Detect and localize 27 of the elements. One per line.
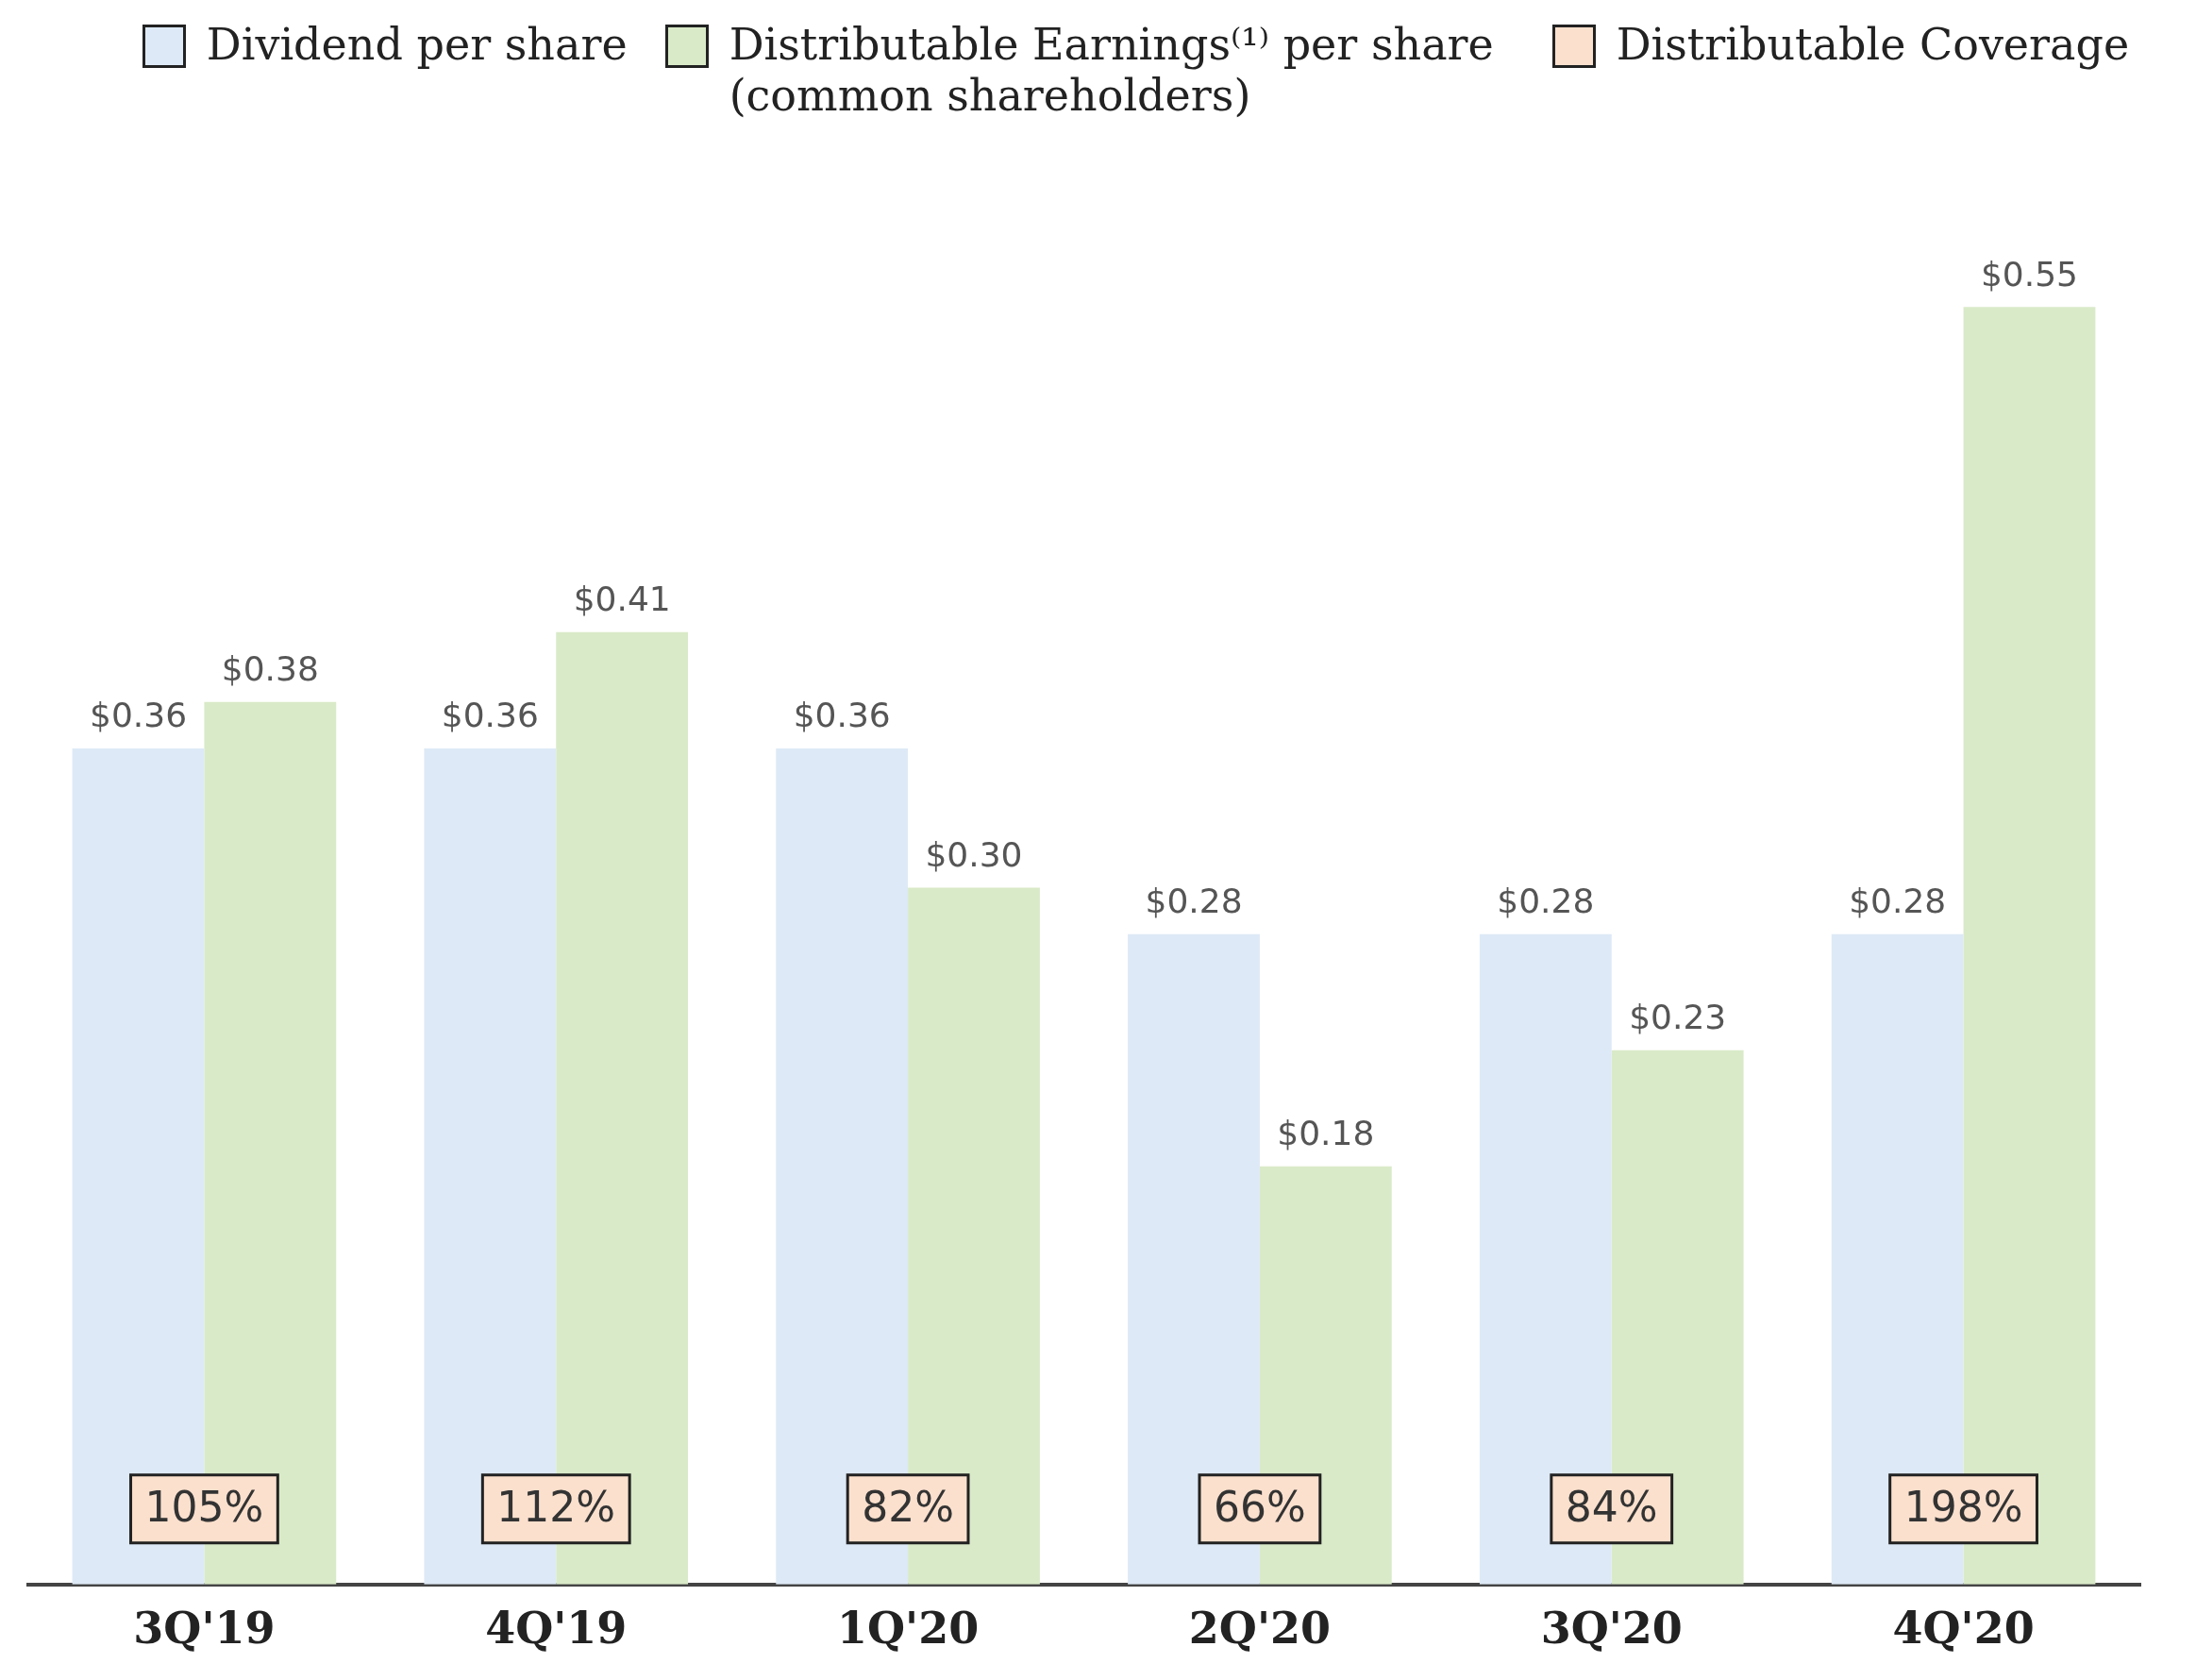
data-label: $0.28: [1497, 882, 1595, 921]
data-label: $0.36: [89, 696, 188, 735]
data-label: $0.36: [441, 696, 539, 735]
annotation: 66%: [1214, 1483, 1306, 1532]
annotation: 198%: [1903, 1483, 2023, 1532]
legend-label: Distributable Earnings⁽¹⁾ per share (common shareholders): [729, 19, 1495, 121]
data-label: $0.28: [1849, 882, 1947, 921]
data-label: $0.30: [925, 834, 1023, 874]
x-tick-label: 4Q'19: [485, 1603, 628, 1655]
data-label: $0.36: [793, 696, 891, 735]
data-label: $0.55: [1980, 254, 2079, 294]
annotation: 84%: [1565, 1483, 1658, 1532]
x-tick-label: 4Q'20: [1892, 1603, 2035, 1655]
data-label: $0.41: [573, 580, 671, 619]
data-label: $0.28: [1145, 882, 1243, 921]
legend-label: Dividend per share: [206, 19, 628, 70]
annotation: 112%: [496, 1483, 616, 1532]
annotation: 105%: [144, 1483, 264, 1532]
annotation: 82%: [862, 1483, 954, 1532]
x-tick-label: 1Q'20: [836, 1603, 980, 1655]
x-tick-label: 3Q'20: [1540, 1603, 1683, 1655]
text: Distributable Coverage: [1616, 19, 2130, 70]
x-tick-label: 2Q'20: [1188, 1603, 1332, 1655]
data-label: $0.23: [1629, 998, 1727, 1037]
data-label: $0.38: [221, 649, 319, 689]
data-label: $0.18: [1277, 1114, 1375, 1153]
x-tick-label: 3Q'19: [133, 1603, 276, 1655]
